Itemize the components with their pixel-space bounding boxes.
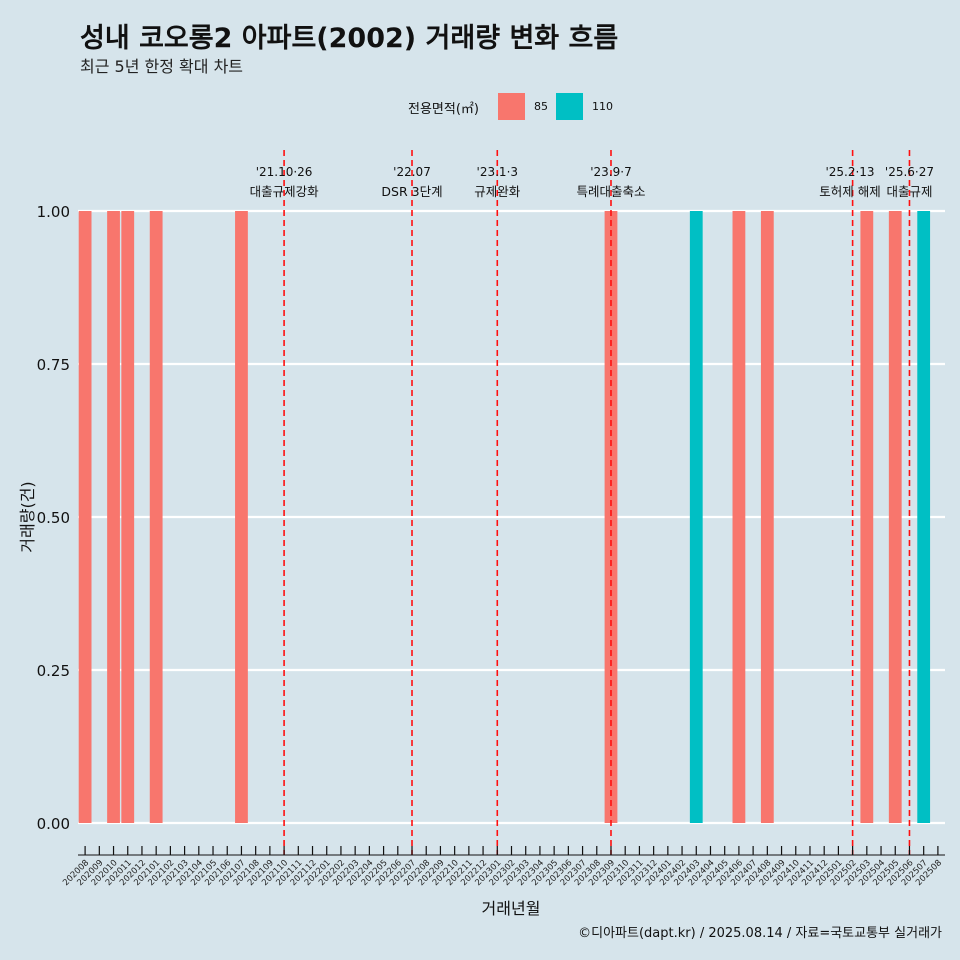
legend-label-85: 85	[534, 100, 548, 113]
gridlines	[78, 209, 945, 825]
y-axis-label: 거래량(건)	[18, 481, 37, 552]
bar-85-202011	[121, 211, 135, 823]
chart-subtitle: 최근 5년 한정 확대 차트	[80, 57, 244, 76]
bars	[78, 211, 931, 823]
event-label: DSR 3단계	[381, 184, 442, 199]
legend-key-110	[556, 93, 583, 120]
event-lines: '21.10·26 대출규제강화 '22.07 DSR 3단계 '23.1·3 규제완화 '…	[250, 150, 934, 855]
bar-85-202010	[107, 211, 120, 823]
event-date: '23.1·3	[477, 165, 518, 179]
event-label: 토허제 해제	[819, 184, 880, 199]
bar-85-202107	[235, 211, 248, 823]
event-date: '21.10·26	[256, 165, 313, 179]
chart-title: 성내 코오롱2 아파트(2002) 거래량 변화 흐름	[80, 23, 619, 54]
x-axis-label: 거래년월	[482, 899, 541, 918]
bar-85-202101	[149, 211, 163, 823]
bar-85-202503	[860, 211, 874, 823]
y-tick-label: 1.00	[37, 203, 70, 221]
event-date: '25.6·27	[885, 165, 934, 179]
y-tick-label: 0.75	[37, 356, 70, 374]
y-tick-label: 0.00	[37, 815, 70, 833]
legend-label-110: 110	[592, 100, 613, 113]
bar-85-202008	[78, 211, 92, 823]
event-label: 규제완화	[474, 184, 521, 199]
event-date: '23.9·7	[590, 165, 631, 179]
event-label: 대출규제강화	[250, 184, 320, 199]
legend-title: 전용면적(㎡)	[408, 102, 479, 117]
bar-110-202507	[917, 211, 931, 823]
y-axis: 0.00 0.25 0.50 0.75 1.00	[37, 203, 70, 833]
legend: 전용면적(㎡) 85 110	[0, 93, 960, 121]
bar-110-202403	[689, 211, 703, 823]
event-date: '22.07	[393, 165, 431, 179]
legend-key-85	[498, 93, 525, 120]
event-label: 대출규제	[886, 184, 932, 199]
event-label: 특례대출축소	[576, 184, 645, 199]
y-tick-label: 0.50	[37, 509, 70, 527]
bar-85-202408	[760, 211, 774, 823]
bar-85-202309	[604, 211, 618, 823]
source-caption: ©디아파트(dapt.kr) / 2025.08.14 / 자료=국토교통부 실…	[578, 926, 942, 941]
y-tick-label: 0.25	[37, 662, 70, 680]
event-date: '25.2·13	[825, 165, 874, 179]
x-axis: 2020082020092020102020112020122021012021…	[61, 846, 945, 888]
bar-85-202505	[888, 211, 902, 823]
bar-85-202406	[732, 211, 746, 823]
